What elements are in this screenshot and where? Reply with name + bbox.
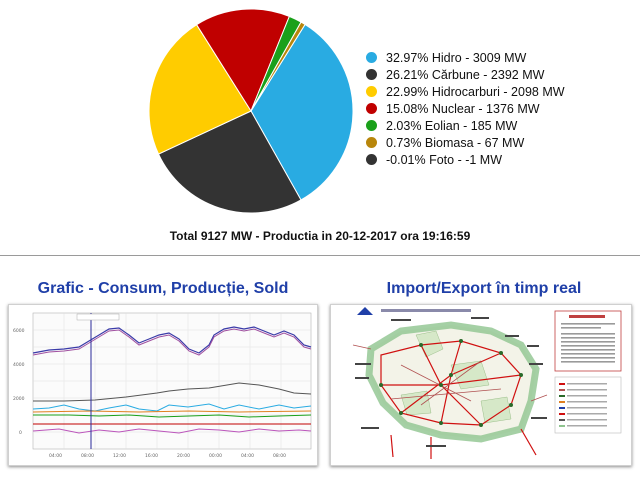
pie-slice-5 (250, 21, 306, 112)
legend-swatch (366, 86, 377, 97)
svg-text:08:00: 08:00 (81, 453, 94, 459)
legend-item-6: -0.01% Foto - -1 MW (366, 152, 565, 169)
legend-swatch (366, 103, 377, 114)
svg-text:6000: 6000 (13, 328, 25, 334)
svg-text:2000: 2000 (13, 396, 25, 402)
svg-text:04:00: 04:00 (49, 453, 62, 459)
consumption-graph-thumbnail[interactable]: 6000 4000 2000 0 04:00 08:00 12:00 16:00 20:00… (8, 304, 318, 466)
legend-swatch (366, 137, 377, 148)
legend-item-4: 2.03% Eolian - 185 MW (366, 118, 565, 135)
legend-label: -0.01% Foto - -1 MW (386, 153, 502, 167)
import-export-map-thumbnail[interactable] (330, 304, 632, 466)
svg-text:00:00: 00:00 (209, 453, 222, 459)
legend-label: 32.97% Hidro - 3009 MW (386, 51, 527, 65)
consumption-chart-link[interactable]: Grafic - Consum, Producție, Sold (37, 280, 289, 297)
svg-text:08:00: 08:00 (273, 453, 286, 459)
legend-label: 22.99% Hidrocarburi - 2098 MW (386, 85, 565, 99)
production-total-title: Total 9127 MW - Productia in 20-12-2017 … (169, 229, 471, 243)
pie-slice-3 (195, 8, 290, 113)
svg-text:4000: 4000 (13, 362, 25, 368)
legend-label: 26.21% Cărbune - 2392 MW (386, 68, 545, 82)
svg-text:04:00: 04:00 (241, 453, 254, 459)
svg-text:20:00: 20:00 (177, 453, 190, 459)
import-export-link[interactable]: Import/Export în timp real (386, 280, 582, 297)
pie-slice-2 (148, 24, 252, 155)
pie-slice-1 (157, 110, 302, 214)
legend-swatch (366, 69, 377, 80)
svg-text:16:00: 16:00 (145, 453, 158, 459)
svg-text:12:00: 12:00 (113, 453, 126, 459)
legend-item-0: 32.97% Hidro - 3009 MW (366, 50, 565, 67)
legend-swatch (366, 52, 377, 63)
legend-item-2: 22.99% Hidrocarburi - 2098 MW (366, 84, 565, 101)
legend-item-3: 15.08% Nuclear - 1376 MW (366, 101, 565, 118)
legend-item-1: 26.21% Cărbune - 2392 MW (366, 67, 565, 84)
pie-chart (148, 8, 354, 214)
pie-legend: 32.97% Hidro - 3009 MW 26.21% Cărbune - 2… (366, 50, 565, 169)
legend-swatch (366, 154, 377, 165)
section-divider (0, 255, 640, 256)
svg-text:0: 0 (19, 430, 22, 436)
legend-swatch (366, 120, 377, 131)
legend-label: 15.08% Nuclear - 1376 MW (386, 102, 540, 116)
legend-item-5: 0.73% Biomasa - 67 MW (366, 135, 565, 152)
legend-label: 2.03% Eolian - 185 MW (386, 119, 518, 133)
legend-label: 0.73% Biomasa - 67 MW (386, 136, 525, 150)
